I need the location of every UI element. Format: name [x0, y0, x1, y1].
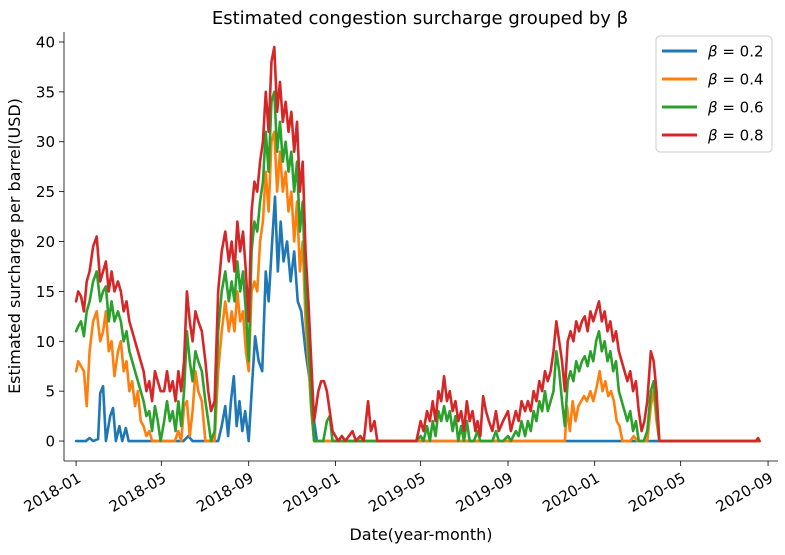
x-tick-label: 2020-09	[713, 469, 776, 516]
legend-entry: β = 0.2	[707, 43, 764, 61]
y-tick-label: 35	[36, 83, 55, 101]
x-tick-label: 2019-01	[280, 469, 343, 516]
legend-entry: β = 0.8	[707, 127, 764, 145]
y-tick-label: 15	[36, 283, 55, 301]
legend-symbol: β	[707, 71, 718, 89]
x-tick-label: 2019-05	[365, 469, 428, 516]
legend-symbol: β	[707, 43, 718, 61]
series-line	[74, 195, 761, 443]
legend-entry: β = 0.6	[707, 99, 764, 117]
x-tick-label: 2020-05	[625, 469, 688, 516]
x-axis-label: Date(year-month)	[349, 525, 492, 544]
legend-entry: β = 0.4	[707, 71, 764, 89]
series-lines	[74, 45, 761, 443]
x-tick-label: 2018-09	[193, 469, 256, 516]
series-line	[74, 45, 761, 443]
y-axis-ticks: 0 5 10 15 20 25 30 35 40	[36, 33, 64, 451]
legend-value: = 0.8	[718, 127, 764, 145]
legend-value: = 0.6	[718, 99, 764, 117]
y-tick-label: 5	[45, 383, 55, 401]
legend-value: = 0.4	[718, 71, 764, 89]
legend-frame	[655, 35, 773, 153]
y-tick-label: 30	[36, 133, 55, 151]
x-axis-ticks: 2018-01 2018-05 2018-09 2019-01 2019-05 2019-…	[21, 461, 776, 516]
y-axis-label: Estimated surcharge per barrel(USD)	[5, 98, 24, 394]
y-tick-label: 20	[36, 233, 55, 251]
y-tick-label: 0	[45, 433, 55, 451]
legend-symbol: β	[707, 127, 718, 145]
y-tick-label: 10	[36, 333, 55, 351]
legend-value: = 0.2	[718, 43, 764, 61]
x-tick-label: 2019-09	[453, 469, 516, 516]
chart-title: Estimated congestion surcharge grouped b…	[212, 8, 628, 29]
x-tick-label: 2018-05	[106, 469, 169, 516]
series-line	[74, 130, 761, 443]
x-tick-label: 2018-01	[21, 469, 84, 516]
series-line	[74, 90, 761, 443]
x-tick-label: 2020-01	[539, 469, 602, 516]
y-tick-label: 25	[36, 183, 55, 201]
legend: β = 0.2β = 0.4β = 0.6β = 0.8	[655, 35, 773, 153]
y-tick-label: 40	[36, 33, 55, 51]
legend-symbol: β	[707, 99, 718, 117]
